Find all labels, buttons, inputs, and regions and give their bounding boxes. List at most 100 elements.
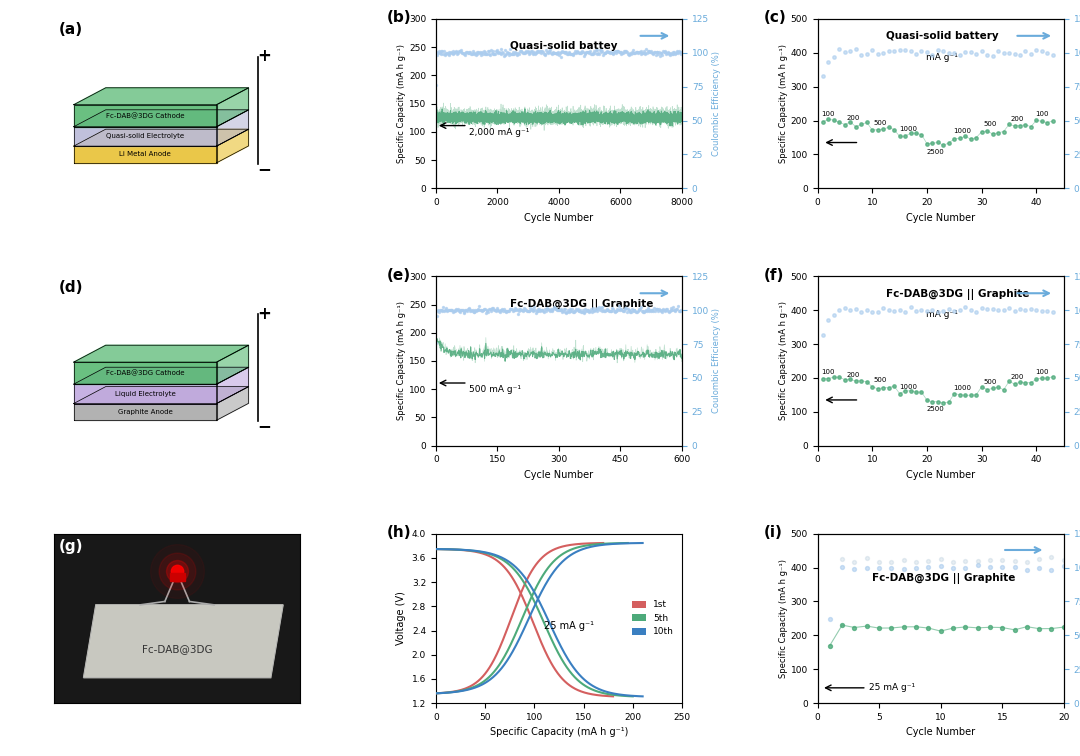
Point xyxy=(474,48,491,60)
Point xyxy=(496,303,513,315)
Point xyxy=(492,304,510,316)
Point xyxy=(836,119,853,131)
Point xyxy=(508,49,525,61)
Point xyxy=(519,46,537,58)
Point xyxy=(891,304,908,316)
Point xyxy=(441,304,458,316)
Point xyxy=(886,305,903,318)
Point xyxy=(609,45,626,57)
Point xyxy=(1028,44,1045,56)
Point xyxy=(962,133,980,145)
Point xyxy=(644,48,661,60)
Point xyxy=(491,306,509,318)
Point xyxy=(526,304,543,316)
Point xyxy=(1005,119,1023,132)
Text: 1000: 1000 xyxy=(954,386,972,392)
Point xyxy=(1011,302,1028,314)
Point xyxy=(497,306,514,318)
Point xyxy=(902,302,919,314)
Point xyxy=(565,305,582,318)
Point xyxy=(852,49,869,61)
Point xyxy=(852,375,869,387)
Point xyxy=(978,48,996,60)
Point xyxy=(552,45,569,57)
Point xyxy=(627,305,645,318)
Polygon shape xyxy=(217,129,248,163)
Point xyxy=(647,302,664,314)
Point xyxy=(539,303,556,315)
Point xyxy=(886,124,903,136)
Point xyxy=(445,305,462,318)
Point xyxy=(490,305,508,317)
Point xyxy=(569,302,586,314)
Point xyxy=(486,48,503,60)
Point xyxy=(541,46,558,58)
Point xyxy=(518,305,536,318)
Point xyxy=(458,46,475,58)
Point xyxy=(536,48,553,60)
Point xyxy=(870,622,888,634)
Point xyxy=(595,47,612,59)
Point xyxy=(907,305,924,317)
Polygon shape xyxy=(73,362,217,384)
Point xyxy=(589,302,606,314)
Point xyxy=(477,48,495,60)
Point xyxy=(440,49,457,61)
Point xyxy=(670,47,687,59)
Point xyxy=(168,565,186,577)
Point xyxy=(430,45,447,57)
Point xyxy=(514,305,531,318)
Point xyxy=(669,45,686,57)
Point xyxy=(556,46,573,58)
Point xyxy=(478,48,496,60)
Point xyxy=(670,305,687,318)
Point xyxy=(647,49,664,61)
Point xyxy=(504,45,522,57)
Point xyxy=(537,302,554,314)
Point xyxy=(541,305,558,317)
Point xyxy=(432,48,449,60)
Point xyxy=(430,47,447,59)
Point xyxy=(600,46,618,58)
Point xyxy=(834,619,851,631)
Point xyxy=(447,303,464,315)
Point xyxy=(597,47,615,59)
Point xyxy=(659,46,676,58)
Point xyxy=(555,46,572,58)
Point xyxy=(502,303,519,315)
Point xyxy=(660,305,677,318)
Point xyxy=(544,302,562,314)
Point xyxy=(519,305,537,317)
Point xyxy=(516,303,534,315)
Point xyxy=(604,48,621,60)
Point xyxy=(657,305,674,318)
Point xyxy=(1034,305,1051,317)
Point xyxy=(481,303,498,315)
Point xyxy=(669,303,686,315)
Point xyxy=(650,46,667,58)
Point xyxy=(633,48,650,60)
Point xyxy=(584,302,602,314)
Point xyxy=(427,337,444,349)
Text: 500: 500 xyxy=(983,379,997,385)
Point xyxy=(482,303,499,315)
Point xyxy=(572,47,590,59)
Point xyxy=(450,305,468,317)
Point xyxy=(512,303,529,315)
Point xyxy=(923,395,941,407)
Point xyxy=(968,389,985,401)
Point xyxy=(951,305,969,317)
Text: mA g⁻¹: mA g⁻¹ xyxy=(926,310,958,319)
Point xyxy=(583,305,600,318)
Point xyxy=(476,48,494,60)
Point xyxy=(519,305,537,317)
Point xyxy=(1005,624,1023,636)
Point xyxy=(461,46,478,58)
Point xyxy=(464,304,482,316)
Point xyxy=(1005,378,1023,390)
Point xyxy=(529,305,546,318)
Point xyxy=(923,304,941,316)
Point xyxy=(428,310,445,322)
Point xyxy=(518,45,536,57)
Point xyxy=(637,304,654,316)
